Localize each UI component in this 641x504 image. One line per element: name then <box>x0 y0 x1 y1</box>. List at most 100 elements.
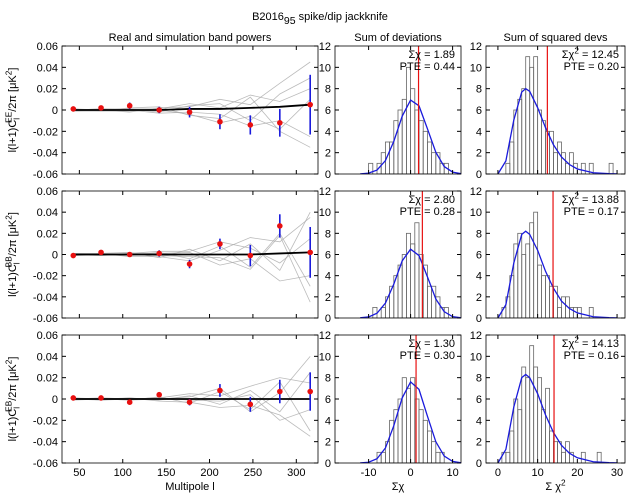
histogram-bar <box>569 451 574 463</box>
y-tick-label: 0 <box>325 313 331 325</box>
x-tick-label: 20 <box>571 467 583 479</box>
y-tick-label: 8 <box>325 373 331 385</box>
y-tick-label: 10 <box>319 207 331 219</box>
statistic-label-part: 2 <box>574 336 579 345</box>
statistic-label-part: Σχ = 1.30 <box>408 338 455 350</box>
y-tick-label: 12 <box>319 186 331 198</box>
data-point <box>156 107 162 113</box>
histogram-bar <box>405 232 411 318</box>
y-tick-label: 0 <box>476 169 482 181</box>
y-tick-label: 0.02 <box>37 373 58 385</box>
axes-box <box>334 45 462 175</box>
y-tick-label: 12 <box>470 330 482 342</box>
y-tick-label: 0 <box>52 394 58 406</box>
histogram-bar <box>561 152 566 174</box>
pte-label: PTE = 0.16 <box>564 350 619 362</box>
statistic-label-part: Σχ <box>562 49 575 61</box>
data-point <box>156 250 162 257</box>
x-axis-label-part: 2 <box>561 479 566 488</box>
y-tick-label: 0.02 <box>37 84 58 96</box>
plot-area <box>70 211 313 303</box>
histogram-bar <box>541 275 546 318</box>
data-point <box>186 261 193 267</box>
axes-box <box>61 190 319 319</box>
plot-area <box>70 356 313 437</box>
y-tick-label: 6 <box>325 105 331 117</box>
figure-title-part: spike/dip jackknife <box>296 11 388 23</box>
histogram-bar <box>410 243 416 318</box>
column-title: Sum of squared devs <box>504 32 608 44</box>
y-tick-label: 4 <box>476 126 482 138</box>
x-tick-label: 10 <box>446 467 458 479</box>
histogram-bar <box>549 430 554 463</box>
histogram-bar <box>414 222 420 318</box>
y-axis-label-part: /2π [μK <box>7 75 19 112</box>
histogram-bar <box>537 264 543 318</box>
y-tick-label: -0.04 <box>33 437 58 449</box>
y-axis-label-part: 2 <box>5 359 14 364</box>
statistic-label-part: Σχ = 1.89 <box>408 49 455 61</box>
statistic-label: Σχ = 2.80 <box>408 194 455 206</box>
y-tick-label: 12 <box>319 330 331 342</box>
data-point <box>70 252 77 259</box>
plot-area <box>360 46 461 174</box>
histogram-bar <box>557 141 562 174</box>
data-point <box>156 391 162 398</box>
y-tick-label: -0.06 <box>33 458 58 470</box>
histogram-bar <box>418 120 424 174</box>
y-tick-label: 0 <box>325 169 331 181</box>
y-tick-label: 4 <box>325 271 331 283</box>
fit-curve <box>497 230 618 318</box>
x-tick-label: -10 <box>361 467 377 479</box>
histogram-bar <box>431 152 437 174</box>
histogram-bar <box>569 152 574 174</box>
statistic-label-part: 2 <box>574 192 579 201</box>
y-tick-label: -0.04 <box>33 292 58 304</box>
y-tick-label: 2 <box>325 148 331 160</box>
histogram-bar <box>401 254 407 318</box>
y-tick-label: 4 <box>325 126 331 138</box>
y-axis-label-part: BB <box>5 256 14 268</box>
histogram-bar <box>372 307 378 318</box>
statistic-label: Σχ2 = 13.88 <box>562 192 619 206</box>
y-axis-label-part: ] <box>7 68 19 71</box>
y-tick-label: 0.06 <box>37 186 58 198</box>
x-tick-label: 0 <box>408 467 414 479</box>
simulation-line <box>73 238 311 264</box>
y-axis-label-part: l(l+1)C <box>7 409 19 442</box>
histogram-bar <box>426 285 432 318</box>
x-tick-label: 200 <box>200 467 218 479</box>
histogram-bar <box>608 162 614 174</box>
y-tick-label: 0 <box>52 250 58 262</box>
histogram-bar <box>533 211 539 318</box>
y-axis-label: l(l+1)ClEE/2π [μK2] <box>5 68 22 153</box>
axes-box <box>61 45 319 175</box>
statistic-label: Σχ = 1.89 <box>408 49 455 61</box>
x-axis-label-part: Σχ <box>392 481 405 493</box>
x-tick-label: 50 <box>73 467 85 479</box>
x-tick-label: 150 <box>157 467 175 479</box>
figure-title: B201695 spike/dip jackknife <box>252 11 388 27</box>
histogram-bar <box>505 451 511 463</box>
y-tick-label: 12 <box>470 41 482 53</box>
x-axis-label: Σχ <box>392 481 405 493</box>
y-axis-label-part: EB <box>5 400 14 412</box>
y-axis-label-part: 2 <box>5 70 14 75</box>
data-point <box>126 102 133 109</box>
histogram-bar <box>397 264 403 318</box>
model-line <box>73 251 311 256</box>
y-axis-label-part: ] <box>7 357 19 360</box>
histogram-bar <box>521 88 527 174</box>
histogram-bar <box>422 419 428 463</box>
histogram-bar <box>541 120 546 174</box>
y-tick-label: -0.06 <box>33 169 58 181</box>
y-tick-label: 0 <box>325 458 331 470</box>
statistic-label: Σχ2 = 14.13 <box>562 336 619 350</box>
y-tick-label: 6 <box>476 250 482 262</box>
statistic-label-part: 2 <box>574 47 579 56</box>
simulation-line <box>73 211 311 272</box>
y-tick-label: 2 <box>476 437 482 449</box>
statistic-label-part: Σχ = 2.80 <box>408 194 455 206</box>
axes-box <box>485 334 626 464</box>
